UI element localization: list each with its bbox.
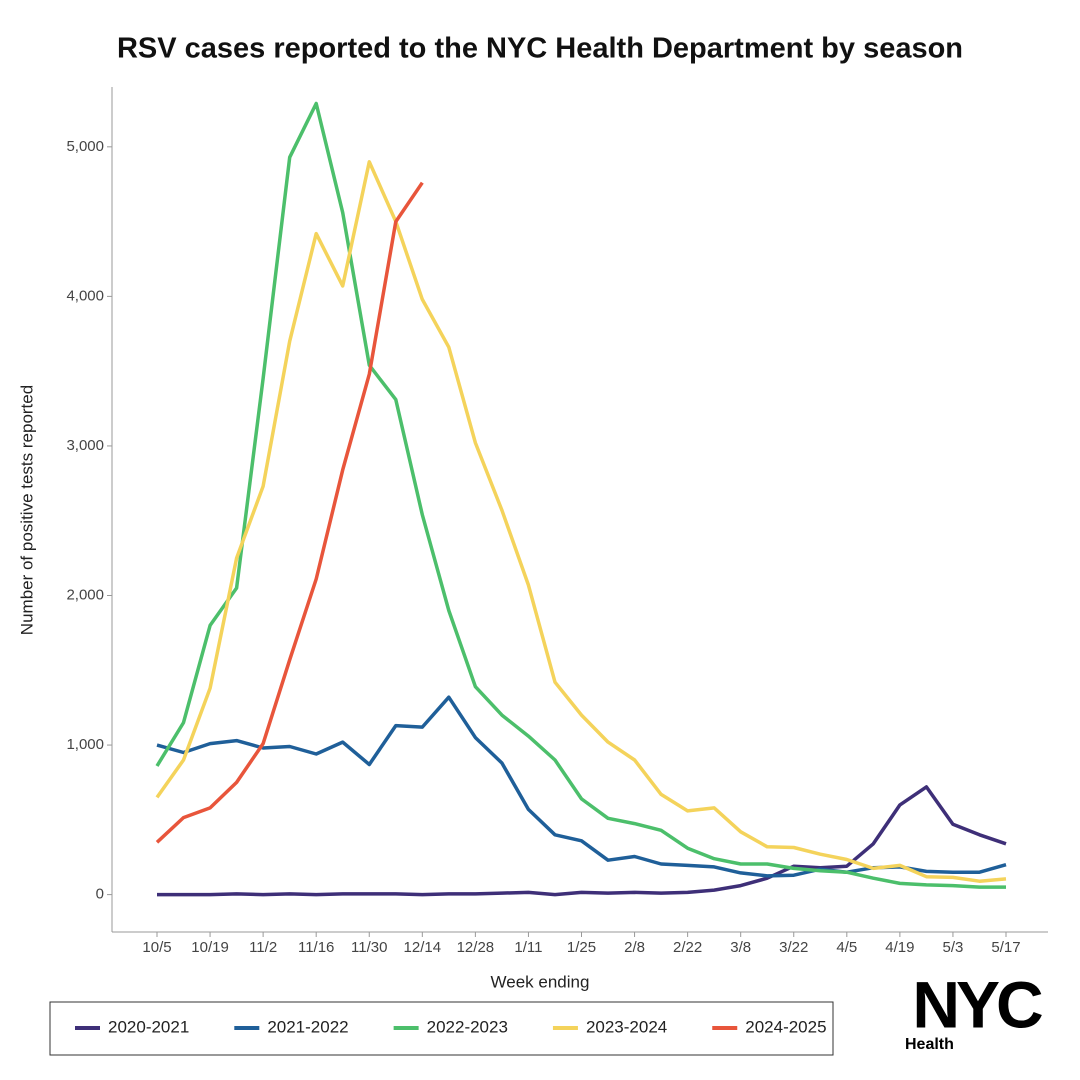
x-tick-label: 5/3 bbox=[943, 939, 964, 956]
x-tick-label: 1/25 bbox=[567, 939, 596, 956]
x-tick-label: 2/8 bbox=[624, 939, 645, 956]
legend-box bbox=[49, 1001, 834, 1056]
series-line bbox=[155, 181, 424, 844]
x-tick-label: 11/16 bbox=[298, 939, 334, 956]
legend-label: 2020-2021 bbox=[108, 1017, 189, 1036]
x-tick-label: 10/19 bbox=[191, 939, 229, 956]
y-tick-label: 3,000 bbox=[66, 437, 104, 454]
x-tick-label: 4/5 bbox=[836, 939, 857, 956]
x-tick-label: 12/28 bbox=[457, 939, 495, 956]
series-line bbox=[156, 695, 1007, 878]
x-tick-label: 3/22 bbox=[779, 939, 808, 956]
x-tick-label: 11/30 bbox=[351, 939, 387, 956]
logo-text: NYC bbox=[912, 967, 1042, 1041]
legend-label: 2021-2022 bbox=[267, 1017, 348, 1036]
legend-label: 2024-2025 bbox=[745, 1017, 826, 1036]
x-axis-title: Week ending bbox=[491, 972, 590, 991]
y-tick-label: 5,000 bbox=[66, 138, 104, 155]
x-tick-label: 10/5 bbox=[142, 939, 171, 956]
logo-subtext: Health bbox=[905, 1036, 954, 1053]
series-line bbox=[155, 160, 1007, 883]
y-tick-label: 0 bbox=[96, 886, 104, 903]
y-tick-label: 1,000 bbox=[66, 736, 104, 753]
y-tick-label: 2,000 bbox=[66, 586, 104, 603]
legend-label: 2022-2023 bbox=[427, 1017, 508, 1036]
chart-title: RSV cases reported to the NYC Health Dep… bbox=[117, 33, 963, 65]
x-tick-label: 3/8 bbox=[730, 939, 751, 956]
x-tick-label: 2/22 bbox=[673, 939, 702, 956]
series-line bbox=[155, 101, 1006, 889]
series-line bbox=[157, 785, 1007, 897]
x-tick-label: 4/19 bbox=[885, 939, 914, 956]
x-tick-label: 1/11 bbox=[514, 939, 542, 956]
y-tick-label: 4,000 bbox=[66, 287, 104, 304]
x-tick-label: 11/2 bbox=[249, 939, 277, 956]
legend-label: 2023-2024 bbox=[586, 1017, 667, 1036]
y-axis-title: Number of positive tests reported bbox=[17, 385, 36, 635]
x-tick-label: 5/17 bbox=[991, 939, 1020, 956]
x-tick-label: 12/14 bbox=[404, 939, 442, 956]
